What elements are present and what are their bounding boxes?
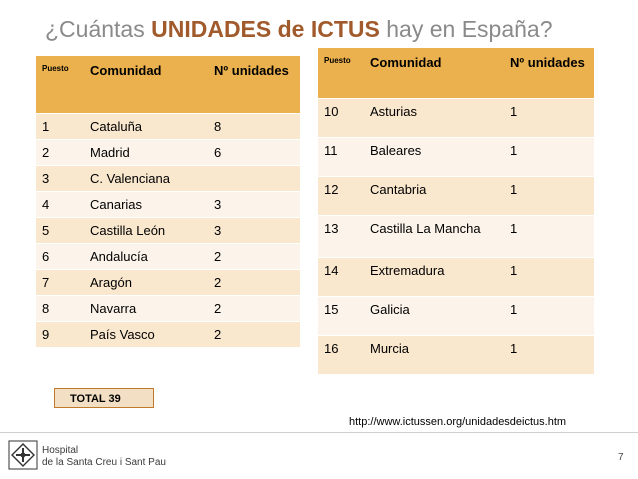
- cell-comunidad: País Vasco: [84, 321, 208, 348]
- cell-puesto: 5: [36, 217, 84, 244]
- cell-comunidad: Extremadura: [364, 257, 504, 297]
- header-puesto: Puesto: [318, 48, 364, 99]
- cell-puesto: 14: [318, 257, 364, 297]
- total-box: TOTAL 39: [54, 388, 154, 408]
- cell-unidades: 2: [208, 269, 300, 296]
- cell-unidades: 1: [504, 296, 594, 336]
- cell-unidades: 1: [504, 176, 594, 216]
- cell-comunidad: Baleares: [364, 137, 504, 177]
- table-row: 3 C. Valenciana: [36, 165, 300, 192]
- title-highlight: UNIDADES de ICTUS: [151, 16, 380, 42]
- cell-puesto: 7: [36, 269, 84, 296]
- table-row: 6 Andalucía 2: [36, 243, 300, 270]
- cell-unidades: 8: [208, 113, 300, 140]
- title-suffix: hay en España?: [379, 16, 553, 42]
- cell-comunidad: Cataluña: [84, 113, 208, 140]
- table-header-row: Puesto Comunidad Nº unidades: [318, 48, 594, 99]
- cell-comunidad: Madrid: [84, 139, 208, 166]
- table-header-row: Puesto Comunidad Nº unidades: [36, 56, 300, 114]
- cell-comunidad: C. Valenciana: [84, 165, 208, 192]
- cell-unidades: [208, 165, 300, 192]
- table-row: 4 Canarias 3: [36, 191, 300, 218]
- table-row: 12 Cantabria 1: [318, 176, 594, 216]
- cell-unidades: 6: [208, 139, 300, 166]
- cell-comunidad: Castilla La Mancha: [364, 215, 504, 258]
- cell-comunidad: Galicia: [364, 296, 504, 336]
- header-comunidad: Comunidad: [364, 48, 504, 99]
- hospital-emblem-icon: [8, 440, 38, 470]
- hospital-name: Hospital de la Santa Creu i Sant Pau: [42, 445, 166, 469]
- header-unidades: Nº unidades: [208, 56, 300, 114]
- cell-unidades: 1: [504, 335, 594, 375]
- cell-puesto: 3: [36, 165, 84, 192]
- cell-puesto: 16: [318, 335, 364, 375]
- table-row: 1 Cataluña 8: [36, 113, 300, 140]
- cell-comunidad: Asturias: [364, 98, 504, 138]
- table-row: 9 País Vasco 2: [36, 321, 300, 348]
- cell-unidades: 1: [504, 98, 594, 138]
- hospital-line-1: Hospital: [42, 445, 79, 456]
- cell-puesto: 9: [36, 321, 84, 348]
- cell-unidades: 2: [208, 295, 300, 322]
- table-row: 7 Aragón 2: [36, 269, 300, 296]
- cell-puesto: 1: [36, 113, 84, 140]
- cell-puesto: 8: [36, 295, 84, 322]
- cell-puesto: 12: [318, 176, 364, 216]
- header-unidades: Nº unidades: [504, 48, 594, 99]
- cell-unidades: 1: [504, 257, 594, 297]
- cell-comunidad: Navarra: [84, 295, 208, 322]
- cell-puesto: 13: [318, 215, 364, 258]
- cell-puesto: 2: [36, 139, 84, 166]
- header-puesto: Puesto: [36, 56, 84, 114]
- page-number: 7: [618, 452, 624, 463]
- cell-puesto: 4: [36, 191, 84, 218]
- cell-comunidad: Cantabria: [364, 176, 504, 216]
- cell-unidades: 2: [208, 243, 300, 270]
- cell-puesto: 6: [36, 243, 84, 270]
- slide-title: ¿Cuántas UNIDADES de ICTUS hay en España…: [45, 16, 553, 43]
- header-comunidad: Comunidad: [84, 56, 208, 114]
- cell-puesto: 11: [318, 137, 364, 177]
- table-row: 8 Navarra 2: [36, 295, 300, 322]
- cell-unidades: 1: [504, 137, 594, 177]
- source-url: http://www.ictussen.org/unidadesdeictus.…: [349, 416, 567, 428]
- table-row: 11 Baleares 1: [318, 137, 594, 177]
- cell-puesto: 15: [318, 296, 364, 336]
- table-row: 13 Castilla La Mancha 1: [318, 215, 594, 258]
- table-row: 10 Asturias 1: [318, 98, 594, 138]
- cell-puesto: 10: [318, 98, 364, 138]
- table-row: 16 Murcia 1: [318, 335, 594, 375]
- cell-comunidad: Andalucía: [84, 243, 208, 270]
- footer-divider: [0, 432, 638, 433]
- cell-comunidad: Aragón: [84, 269, 208, 296]
- table-row: 15 Galicia 1: [318, 296, 594, 336]
- cell-comunidad: Castilla León: [84, 217, 208, 244]
- ranking-table-right: Puesto Comunidad Nº unidades 10 Asturias 1…: [318, 48, 594, 375]
- title-prefix: ¿Cuántas: [45, 16, 152, 42]
- cell-unidades: 2: [208, 321, 300, 348]
- cell-comunidad: Canarias: [84, 191, 208, 218]
- cell-unidades: 1: [504, 215, 594, 258]
- ranking-table-left: Puesto Comunidad Nº unidades 1 Cataluña 8 2…: [36, 56, 300, 348]
- table-row: 14 Extremadura 1: [318, 257, 594, 297]
- cell-unidades: 3: [208, 217, 300, 244]
- hospital-line-2: de la Santa Creu i Sant Pau: [42, 457, 166, 468]
- cell-comunidad: Murcia: [364, 335, 504, 375]
- cell-unidades: 3: [208, 191, 300, 218]
- table-row: 2 Madrid 6: [36, 139, 300, 166]
- table-row: 5 Castilla León 3: [36, 217, 300, 244]
